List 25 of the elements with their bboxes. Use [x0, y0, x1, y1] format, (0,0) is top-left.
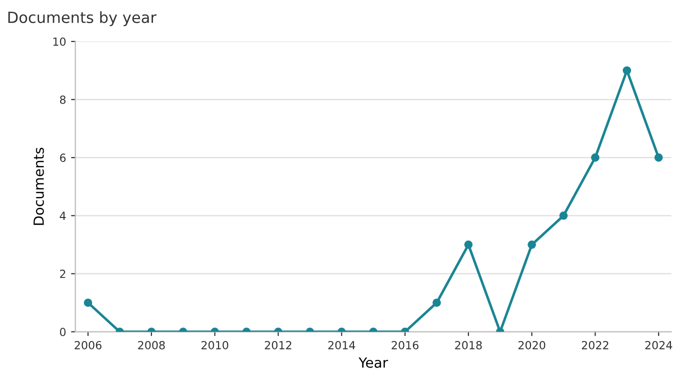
x-tick-label: 2022: [582, 340, 608, 350]
y-tick-label: 4: [60, 212, 66, 220]
x-tick-label: 2014: [328, 340, 356, 350]
x-tick-label: 2012: [264, 340, 292, 350]
x-tick-label: 2006: [74, 340, 102, 350]
point: [464, 240, 473, 249]
y-axis-title: Documents: [34, 148, 44, 225]
y-tick-label: 6: [60, 154, 66, 162]
chart-title: Documents by year: [8, 11, 156, 26]
point: [591, 153, 600, 162]
y-tick-label: 10: [53, 37, 66, 46]
x-tick-label: 2016: [392, 340, 418, 350]
x-tick-label: 2020: [518, 340, 546, 350]
point: [622, 66, 632, 75]
point: [528, 240, 536, 249]
point: [654, 153, 663, 162]
x-axis-title: Year: [358, 358, 388, 368]
point: [559, 211, 568, 220]
x-tick-label: 2010: [202, 340, 228, 350]
y-tick-label: 2: [60, 270, 66, 278]
y-tick-label: 0: [60, 328, 66, 336]
y-tick-label: 8: [60, 96, 66, 104]
x-tick-label: 2018: [455, 340, 482, 350]
x-tick-label: 2008: [138, 340, 165, 350]
x-tick-label: 2024: [645, 340, 672, 350]
